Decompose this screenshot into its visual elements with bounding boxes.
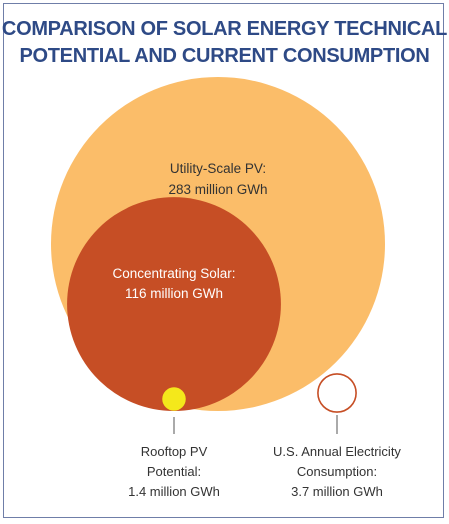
label-us-consumption-line-2: Consumption: (297, 464, 377, 479)
label-concentrating-solar-line-1: Concentrating Solar: (112, 266, 235, 281)
label-us-consumption-line-3: 3.7 million GWh (291, 484, 383, 499)
label-utility-scale-pv-line-2: 283 million GWh (168, 182, 267, 197)
label-rooftop-pv-line-2: Potential: (147, 464, 201, 479)
label-rooftop-pv-line-1: Rooftop PV (141, 444, 208, 459)
bubble-concentrating-solar (67, 197, 281, 411)
label-us-consumption-line-1: U.S. Annual Electricity (273, 444, 401, 459)
bubble-rooftop-pv (162, 387, 186, 411)
label-rooftop-pv-line-3: 1.4 million GWh (128, 484, 220, 499)
label-utility-scale-pv-line-1: Utility-Scale PV: (170, 161, 266, 176)
label-concentrating-solar-line-2: 116 million GWh (125, 286, 223, 301)
chart-title-line-2: POTENTIAL AND CURRENT CONSUMPTION (19, 45, 430, 67)
chart-title: COMPARISON OF SOLAR ENERGY TECHNICAL POT… (0, 16, 449, 70)
chart-title-line-1: COMPARISON OF SOLAR ENERGY TECHNICAL (1, 18, 448, 40)
bubble-us-consumption (317, 373, 357, 413)
